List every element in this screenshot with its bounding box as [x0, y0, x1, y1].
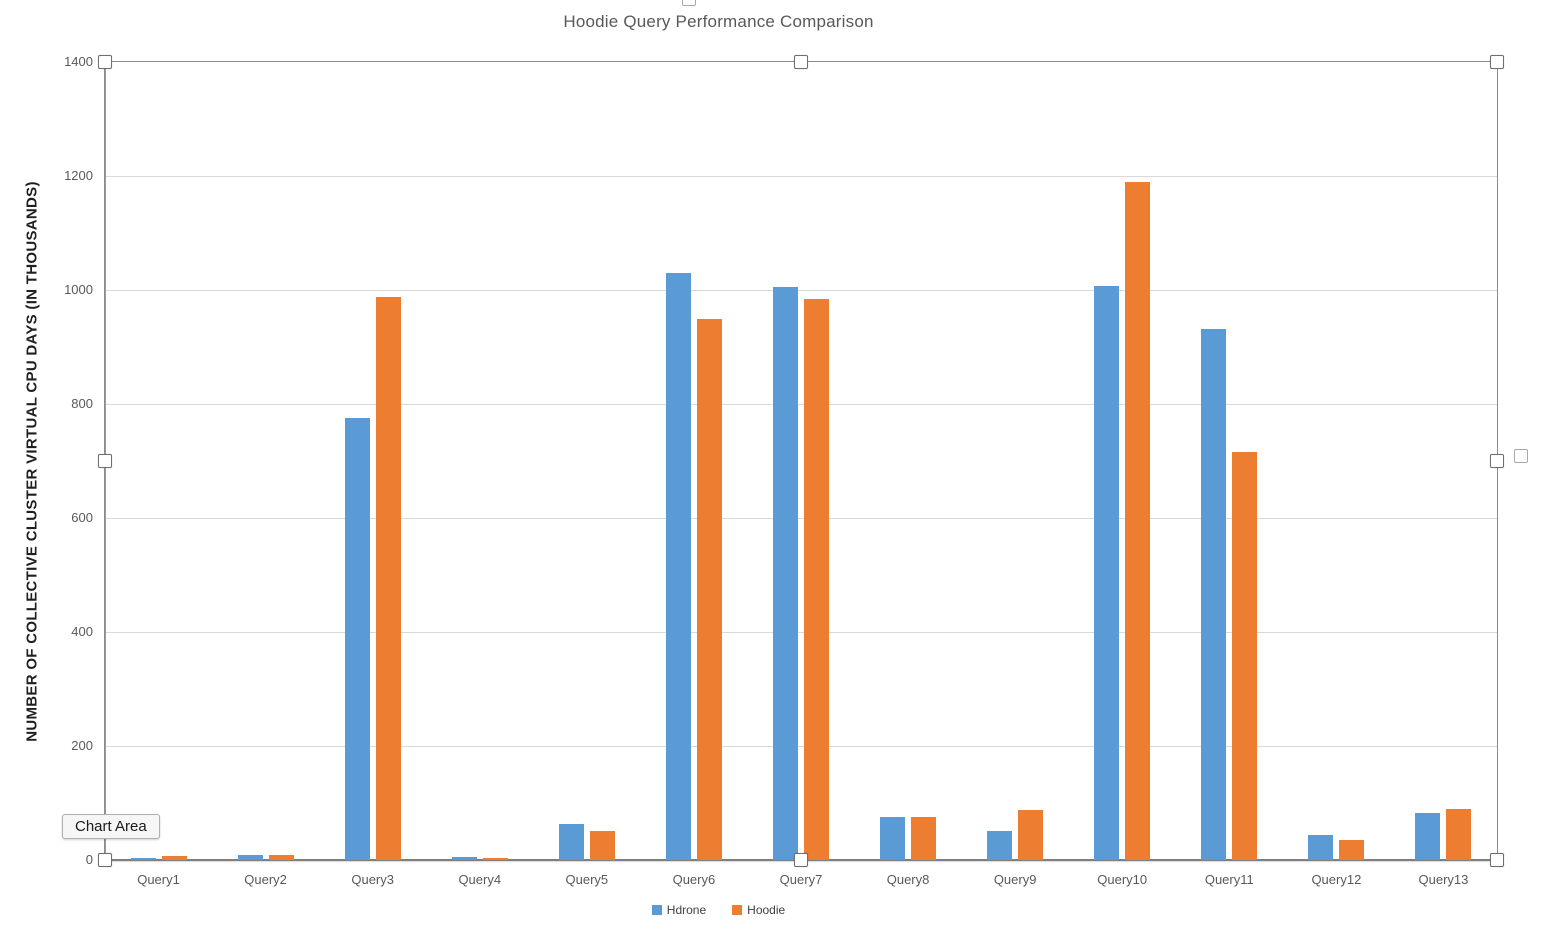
y-tick-label[interactable]: 400: [71, 624, 93, 639]
legend-item-hdrone[interactable]: Hdrone: [651, 903, 707, 917]
bar-hoodie-query9[interactable]: [1018, 809, 1044, 860]
x-tick-label[interactable]: Query11: [1204, 872, 1254, 887]
selection-handle[interactable]: [1490, 55, 1504, 69]
bar-hdrone-query10[interactable]: [1094, 286, 1120, 860]
bar-hoodie-query10[interactable]: [1125, 182, 1151, 860]
bar-hdrone-query13[interactable]: [1415, 813, 1441, 860]
bar-hoodie-query6[interactable]: [696, 319, 722, 860]
bar-hoodie-query5[interactable]: [589, 830, 615, 860]
bar-hoodie-query11[interactable]: [1232, 451, 1258, 860]
y-tick-label[interactable]: 800: [71, 396, 93, 411]
bar-hdrone-query5[interactable]: [558, 823, 584, 860]
bar-hoodie-query4[interactable]: [482, 857, 508, 860]
selection-handle[interactable]: [794, 853, 808, 867]
x-tick-label[interactable]: Query3: [351, 872, 394, 887]
legend-label-hdrone: Hdrone: [666, 903, 707, 917]
gridline-800: [105, 403, 1497, 405]
x-tick-label[interactable]: Query10: [1097, 872, 1148, 887]
y-tick-label[interactable]: 200: [71, 738, 93, 753]
y-tick-label[interactable]: 1200: [64, 168, 93, 183]
gridline-200: [105, 745, 1497, 747]
bar-hoodie-query8[interactable]: [911, 816, 937, 860]
legend-marker-hoodie-icon: [732, 905, 743, 915]
chart-title[interactable]: Hoodie Query Performance Comparison: [563, 12, 874, 31]
x-tick-label[interactable]: Query13: [1418, 872, 1469, 887]
bar-hoodie-query13[interactable]: [1446, 808, 1472, 860]
y-axis-title[interactable]: NUMBER OF COLLECTIVE CLUSTER VIRTUAL CPU…: [23, 181, 41, 742]
bar-hdrone-query3[interactable]: [344, 418, 370, 860]
bar-hdrone-query1[interactable]: [130, 857, 156, 860]
x-tick-label[interactable]: Query1: [137, 872, 180, 887]
legend-item-hoodie[interactable]: Hoodie: [732, 903, 785, 917]
bar-hoodie-query1[interactable]: [161, 856, 187, 860]
bar-hdrone-query7[interactable]: [773, 287, 798, 860]
x-tick-label[interactable]: Query4: [458, 872, 502, 887]
x-tick-label[interactable]: Query2: [244, 872, 287, 887]
chart-area-handle-top[interactable]: [682, 0, 696, 6]
bar-hdrone-query8[interactable]: [880, 817, 906, 860]
bar-hdrone-query11[interactable]: [1201, 328, 1227, 860]
selection-handle[interactable]: [98, 55, 112, 69]
bar-hdrone-query12[interactable]: [1308, 835, 1334, 860]
selection-handle[interactable]: [1490, 454, 1504, 468]
x-tick-label[interactable]: Query5: [565, 872, 609, 887]
selection-handle[interactable]: [794, 55, 808, 69]
legend[interactable]: Hdrone Hoodie: [0, 903, 1437, 917]
gridline-1200: [105, 175, 1497, 177]
legend-marker-hdrone-icon: [651, 905, 662, 915]
bar-hdrone-query6[interactable]: [665, 272, 691, 860]
chart-area-handle-right[interactable]: [1514, 449, 1528, 463]
bar-hdrone-query2[interactable]: [237, 855, 263, 860]
x-tick-label[interactable]: Query8: [886, 872, 930, 887]
y-tick-label[interactable]: 1000: [64, 282, 93, 297]
bar-hoodie-query2[interactable]: [268, 855, 294, 860]
gridline-400: [105, 631, 1497, 633]
y-tick-label[interactable]: 600: [71, 510, 93, 525]
y-tick-label[interactable]: 1400: [64, 54, 93, 69]
x-tick-label[interactable]: Query6: [672, 872, 716, 887]
bar-hdrone-query9[interactable]: [987, 830, 1013, 860]
bar-hoodie-query3[interactable]: [375, 297, 401, 860]
selection-handle[interactable]: [98, 454, 112, 468]
gridline-1000: [105, 289, 1497, 291]
gridline-600: [105, 517, 1497, 519]
x-tick-label[interactable]: Query7: [779, 872, 823, 887]
x-tick-label[interactable]: Query12: [1311, 872, 1362, 887]
y-tick-label[interactable]: 0: [85, 852, 93, 867]
plot-area[interactable]: [105, 62, 1497, 860]
selection-handle[interactable]: [1490, 853, 1504, 867]
selection-handle[interactable]: [98, 853, 112, 867]
bar-hoodie-query7[interactable]: [804, 299, 829, 860]
x-tick-label[interactable]: Query9: [993, 872, 1037, 887]
bar-hoodie-query12[interactable]: [1339, 840, 1365, 860]
chart-area-tooltip: Chart Area: [62, 814, 160, 839]
bar-hdrone-query4[interactable]: [451, 857, 477, 860]
legend-label-hoodie: Hoodie: [747, 903, 786, 917]
